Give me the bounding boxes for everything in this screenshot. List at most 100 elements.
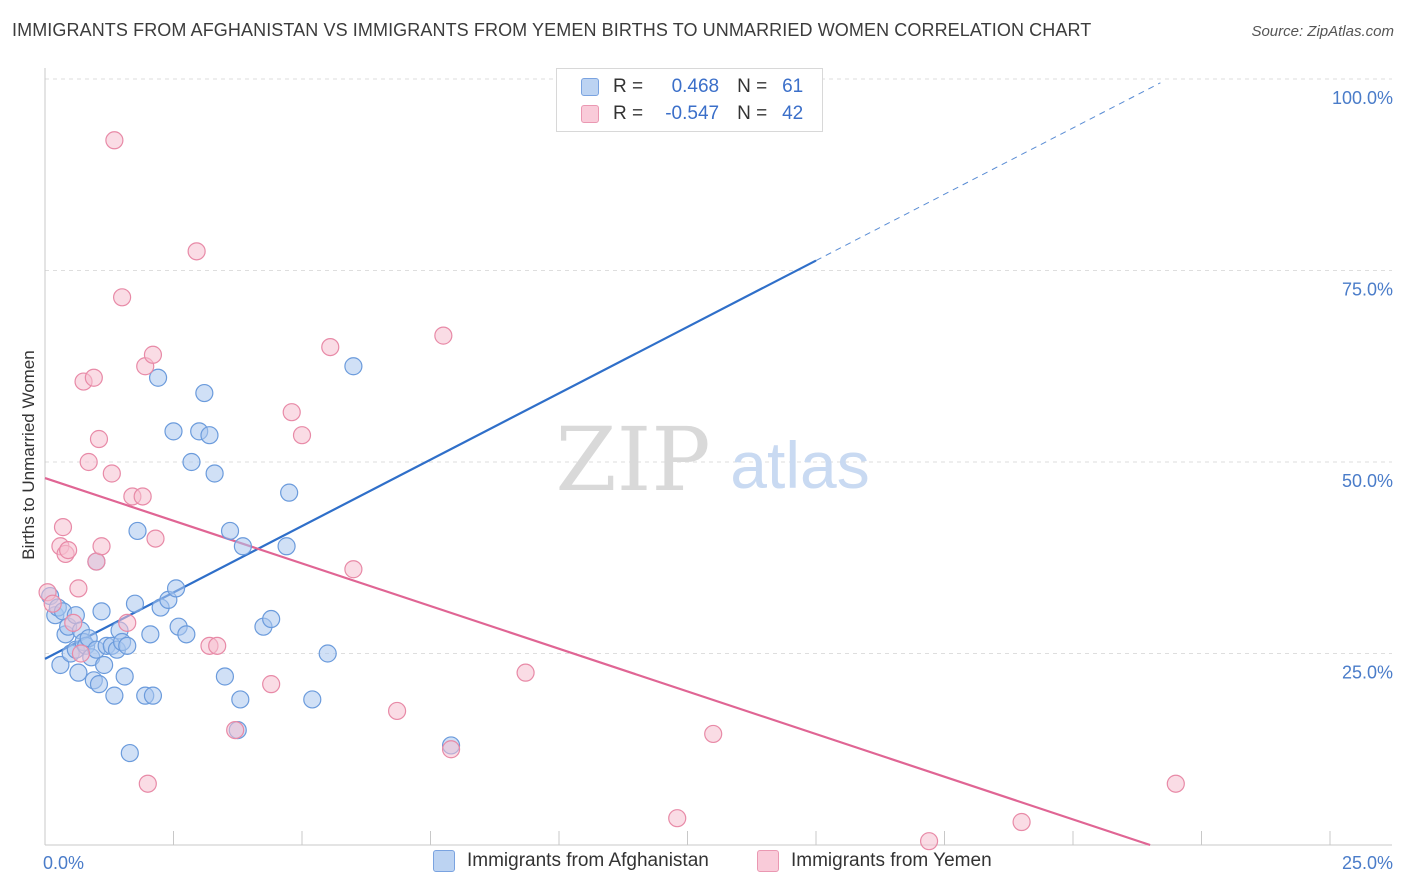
point-afghanistan — [69, 663, 88, 682]
point-yemen — [89, 429, 109, 449]
point-afghanistan — [200, 426, 219, 445]
point-afghanistan — [92, 602, 111, 621]
n-label: N = — [737, 103, 768, 124]
point-afghanistan — [128, 521, 147, 541]
x-tick-label: 25.0% — [1342, 853, 1393, 873]
point-yemen — [143, 345, 163, 364]
source-label: Source: ZipAtlas.com — [1251, 23, 1394, 40]
legend-row-yemen: R = -0.547 N = 42 — [557, 100, 803, 128]
chart-title: IMMIGRANTS FROM AFGHANISTAN VS IMMIGRANT… — [12, 20, 1092, 40]
y-tick-label: 75.0% — [1342, 280, 1393, 300]
point-yemen — [292, 426, 312, 445]
watermark-atlas: atlas — [730, 428, 869, 502]
n-label: N = — [737, 76, 768, 97]
point-afghanistan — [118, 636, 137, 655]
point-yemen — [43, 594, 62, 613]
point-afghanistan — [95, 655, 114, 675]
point-afghanistan — [115, 667, 134, 686]
point-yemen — [387, 701, 407, 721]
point-yemen — [1012, 812, 1031, 832]
legend-swatch-afghanistan — [581, 78, 599, 96]
point-afghanistan — [280, 483, 299, 502]
point-afghanistan — [233, 537, 252, 556]
point-afghanistan — [303, 690, 322, 709]
r-label: R = — [613, 76, 644, 97]
y-tick-label: 25.0% — [1342, 663, 1393, 683]
point-afghanistan — [89, 675, 109, 694]
point-yemen — [321, 338, 340, 357]
point-afghanistan — [277, 537, 296, 556]
point-afghanistan — [205, 464, 224, 483]
point-afghanistan — [220, 521, 240, 541]
point-yemen — [79, 452, 98, 472]
n-value-afghanistan: 61 — [782, 76, 804, 97]
point-yemen — [441, 740, 461, 759]
point-yemen — [668, 809, 687, 828]
point-yemen — [516, 663, 535, 682]
point-yemen — [71, 644, 91, 663]
point-afghanistan — [231, 690, 250, 709]
point-yemen — [112, 288, 132, 307]
x-tick-label: 0.0% — [43, 853, 84, 873]
point-afghanistan — [141, 625, 160, 644]
point-yemen — [208, 636, 227, 655]
data-points — [38, 131, 1185, 851]
point-yemen — [138, 774, 157, 793]
point-yemen — [87, 552, 106, 571]
point-afghanistan — [120, 743, 139, 763]
point-yemen — [118, 613, 137, 632]
point-yemen — [69, 579, 88, 598]
point-yemen — [187, 242, 206, 261]
y-axis-label: Births to Unmarried Women — [19, 350, 38, 559]
point-afghanistan — [51, 655, 70, 675]
point-afghanistan — [148, 368, 168, 387]
point-yemen — [919, 832, 939, 851]
point-yemen — [59, 540, 78, 560]
point-afghanistan — [164, 422, 183, 441]
point-yemen — [344, 560, 363, 579]
point-afghanistan — [105, 686, 124, 705]
point-yemen — [105, 131, 124, 150]
trend-line-yemen — [44, 477, 1151, 847]
point-afghanistan — [182, 452, 201, 472]
tick-labels: 25.0% 50.0% 75.0% 100.0% 0.0% 25.0% — [43, 88, 1393, 873]
point-yemen — [434, 326, 453, 345]
point-yemen — [102, 464, 121, 483]
n-value-yemen: 42 — [782, 103, 804, 124]
point-yemen — [262, 675, 281, 694]
point-afghanistan — [143, 686, 163, 705]
point-yemen — [1166, 774, 1185, 793]
stats-legend: R = 0.468 N = 61 R = -0.547 N = 42 — [556, 68, 823, 132]
point-yemen — [146, 529, 165, 548]
r-label: R = — [613, 103, 644, 124]
point-afghanistan — [318, 644, 337, 663]
point-afghanistan — [125, 594, 145, 613]
point-yemen — [84, 368, 103, 387]
y-tick-label: 100.0% — [1332, 88, 1393, 108]
point-yemen — [92, 537, 111, 556]
point-yemen — [282, 403, 301, 422]
watermark: ZIP atlas — [555, 408, 869, 511]
bottom-legend-label-afghanistan: Immigrants from Afghanistan — [467, 850, 709, 871]
bottom-swatch-yemen — [757, 850, 779, 872]
bottom-legend-yemen: Immigrants from Yemen — [757, 850, 992, 872]
point-yemen — [64, 613, 83, 632]
trend-line-afghanistan-extension — [815, 82, 1161, 261]
legend-row-afghanistan: R = 0.468 N = 61 — [557, 73, 803, 101]
watermark-zip: ZIP — [555, 408, 710, 511]
y-tick-label: 50.0% — [1342, 471, 1393, 491]
point-yemen — [704, 724, 723, 744]
point-yemen — [226, 720, 245, 740]
point-afghanistan — [177, 625, 196, 644]
r-value-afghanistan: 0.468 — [671, 76, 720, 97]
axes — [44, 68, 1392, 846]
point-yemen — [133, 487, 152, 506]
point-afghanistan — [215, 667, 234, 686]
point-afghanistan — [166, 579, 186, 598]
bottom-swatch-afghanistan — [433, 850, 455, 872]
grid-lines — [45, 78, 1392, 654]
bottom-legend-label-yemen: Immigrants from Yemen — [791, 850, 992, 871]
point-afghanistan — [344, 357, 363, 376]
point-afghanistan — [195, 383, 214, 403]
